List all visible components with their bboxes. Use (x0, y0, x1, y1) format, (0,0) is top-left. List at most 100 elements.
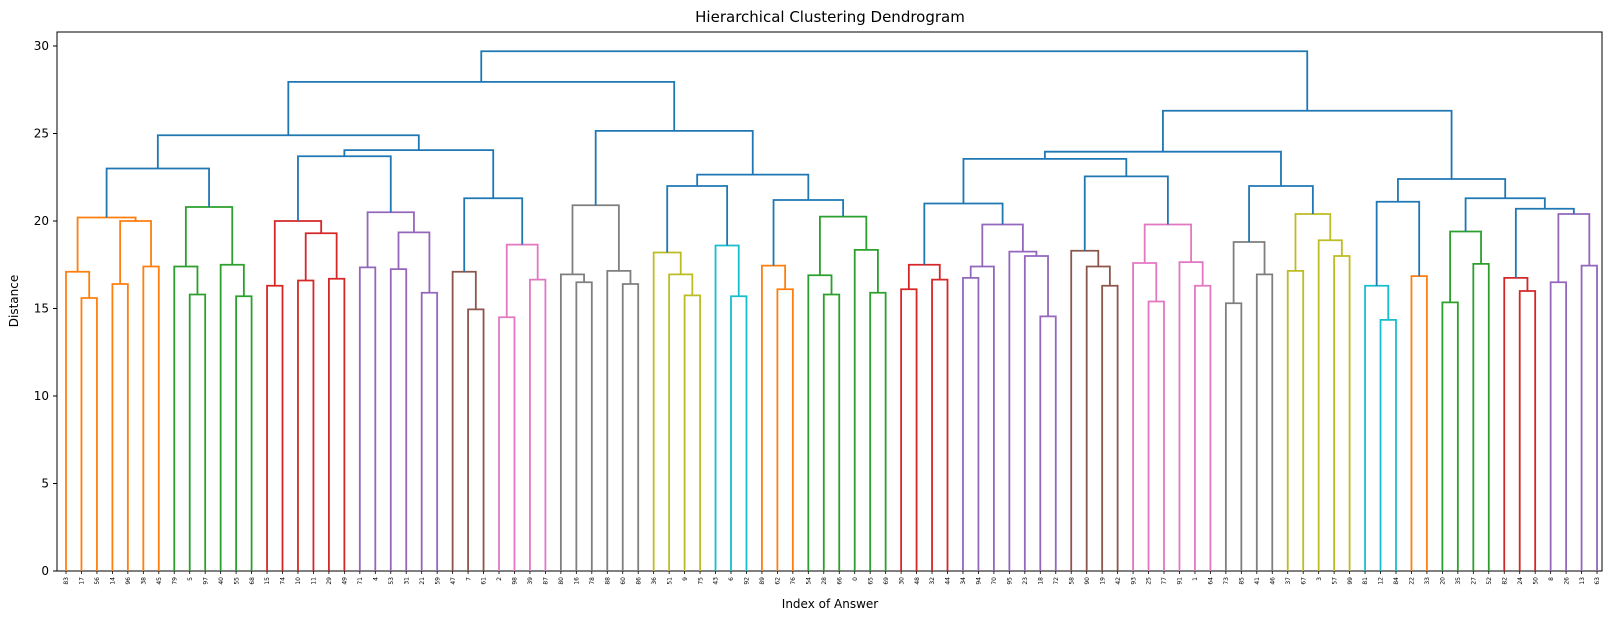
dendrogram-link (1162, 109, 1453, 179)
leaf-label: 79 (171, 577, 178, 585)
dendrogram-link (1083, 175, 1169, 251)
leaf-label: 70 (991, 577, 998, 585)
leaf-label: 58 (1068, 577, 1075, 585)
leaf-label: 62 (775, 577, 782, 585)
dendrogram-link (529, 278, 547, 571)
dendrogram-link (505, 243, 539, 318)
leaf-label: 32 (929, 577, 936, 585)
dendrogram-link (962, 157, 1128, 204)
dendrogram-link (273, 220, 323, 286)
dendrogram-link (366, 211, 415, 268)
leaf-label: 29 (326, 577, 333, 585)
leaf-label: 86 (635, 577, 642, 585)
dendrogram-link (666, 185, 729, 253)
leaf-label: 98 (512, 577, 519, 585)
leaf-label: 90 (1084, 577, 1091, 585)
dendrogram-link (696, 173, 810, 200)
leaf-label: 64 (1208, 577, 1215, 585)
dendrogram-link (463, 197, 524, 272)
leaf-label: 6 (728, 577, 735, 581)
leaf-label: 53 (388, 577, 395, 585)
dendrogram-link (1286, 269, 1305, 571)
dendrogram-link (1464, 197, 1546, 232)
leaf-label: 38 (141, 577, 148, 585)
leaf-label: 77 (1161, 577, 1168, 585)
leaf-label: 49 (342, 577, 349, 585)
leaf-label: 84 (1393, 577, 1400, 585)
dendrogram-link (105, 167, 210, 218)
dendrogram-link (1410, 275, 1428, 571)
leaf-label: 89 (759, 577, 766, 585)
dendrogram-link (907, 263, 941, 290)
dendrogram-link (931, 278, 949, 571)
leaf-label: 31 (403, 577, 410, 585)
leaf-label: 1 (1192, 577, 1199, 581)
leaf-label: 20 (1440, 577, 1447, 585)
leaf-label: 78 (589, 577, 596, 585)
leaf-label: 0 (852, 577, 859, 581)
dendrogram-link (981, 223, 1024, 267)
leaf-label: 57 (1331, 577, 1338, 585)
chart-title: Hierarchical Clustering Dendrogram (695, 8, 965, 26)
leaf-label: 93 (1130, 577, 1137, 585)
dendrogram-link (571, 204, 620, 275)
dendrogram-link (142, 265, 160, 571)
dendrogram-link (668, 273, 694, 571)
dendrogram-link (1132, 262, 1158, 571)
dendrogram-link (1549, 281, 1567, 571)
leaf-label: 5 (187, 577, 194, 581)
dendrogram-link (772, 199, 845, 266)
y-tick-label: 10 (34, 389, 49, 403)
dendrogram-link (730, 295, 748, 571)
dendrogram-link (1194, 284, 1212, 571)
leaf-label: 35 (1455, 577, 1462, 585)
leaf-label: 16 (574, 577, 581, 585)
leaf-label: 7 (465, 577, 472, 581)
leaf-label: 87 (543, 577, 550, 585)
leaf-label: 59 (434, 577, 441, 585)
dendrogram-link (235, 295, 253, 571)
dendrogram-link (652, 251, 682, 571)
dendrogram-link (559, 273, 585, 571)
leaf-label: 56 (94, 577, 101, 585)
dendrogram-link (1375, 200, 1421, 286)
dendrogram-link (1364, 284, 1390, 571)
dendrogram-link (389, 268, 408, 571)
leaf-label: 60 (620, 577, 627, 585)
dendrogram-link (219, 263, 245, 571)
dendrogram-link (606, 269, 632, 571)
leaf-label: 96 (125, 577, 132, 585)
dendrogram-link (1039, 315, 1057, 571)
y-tick-label: 20 (34, 214, 49, 228)
leaf-label: 43 (713, 577, 720, 585)
leaf-label: 46 (1269, 577, 1276, 585)
dendrogram-link (1514, 207, 1575, 278)
leaf-label: 33 (1424, 577, 1431, 585)
leaf-label: 34 (960, 577, 967, 585)
dendrogram-link (343, 149, 495, 199)
leaf-label: 83 (63, 577, 70, 585)
leaf-label: 97 (202, 577, 209, 585)
dendrogram-link (1333, 255, 1351, 571)
dendrogram-link (1023, 255, 1049, 571)
dendrogram-link (761, 264, 787, 571)
leaf-label: 74 (280, 577, 287, 585)
dendrogram-link (80, 297, 98, 571)
dendrogram-link (397, 231, 431, 293)
dendrogram-link (173, 265, 199, 571)
leaf-label: 14 (110, 577, 117, 585)
leaf-label: 52 (1486, 577, 1493, 585)
dendrogram-link (969, 265, 995, 571)
leaf-label: 28 (821, 577, 828, 585)
leaf-label: 36 (651, 577, 658, 585)
leaf-label: 61 (481, 577, 488, 585)
dendrogram-link (714, 244, 740, 571)
dendrogram-link (869, 291, 887, 571)
leaf-label: 9 (682, 577, 689, 581)
leaf-label: 27 (1471, 577, 1478, 585)
dendrogram-link (1557, 213, 1591, 283)
dendrogram-link (683, 294, 701, 571)
leaf-label: 18 (1037, 577, 1044, 585)
dendrogram-link (119, 220, 152, 284)
